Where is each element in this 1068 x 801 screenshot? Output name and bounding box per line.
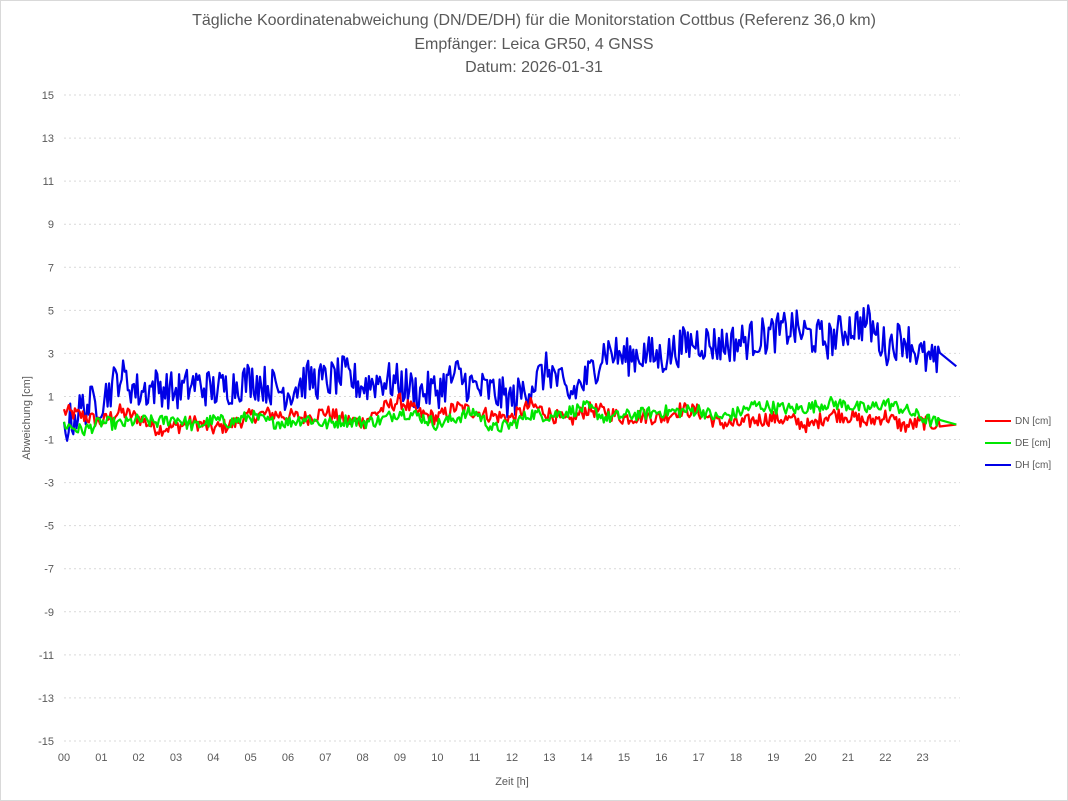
series-line-dn	[62, 392, 957, 437]
x-tick-label: 01	[95, 752, 107, 764]
y-tick-label: -1	[44, 435, 54, 447]
legend-swatch-dh	[985, 464, 1011, 466]
y-axis-ticks: 15 13 11 9 7 5 3 1 -1 -3 -5 -7 -9 -11 -13 -15	[38, 90, 54, 748]
series-lines	[62, 304, 957, 442]
x-tick-label: 00	[58, 752, 70, 764]
legend-swatch-de	[985, 442, 1011, 444]
x-tick-label: 14	[581, 752, 593, 764]
legend-label-de: DE [cm]	[1015, 437, 1051, 449]
y-tick-label: 7	[48, 262, 54, 274]
x-tick-label: 17	[693, 752, 705, 764]
y-tick-label: -7	[44, 564, 54, 576]
y-tick-label: -13	[38, 693, 54, 705]
series-line-de	[62, 396, 957, 437]
x-tick-label: 08	[357, 752, 369, 764]
y-tick-label: 9	[48, 219, 54, 231]
x-tick-label: 02	[133, 752, 145, 764]
chart-subtitle-date: Datum: 2026-01-31	[465, 59, 603, 76]
legend: DN [cm] DE [cm] DH [cm]	[985, 410, 1051, 476]
x-tick-label: 16	[655, 752, 667, 764]
x-tick-label: 21	[842, 752, 854, 764]
y-tick-label: 3	[48, 348, 54, 360]
x-tick-label: 22	[879, 752, 891, 764]
gridlines	[64, 94, 960, 742]
x-tick-label: 04	[207, 752, 219, 764]
legend-label-dh: DH [cm]	[1015, 459, 1052, 471]
x-tick-label: 19	[767, 752, 779, 764]
legend-item-dh: DH [cm]	[985, 454, 1051, 476]
x-tick-label: 18	[730, 752, 742, 764]
chart-subtitle-receiver: Empfänger: Leica GR50, 4 GNSS	[414, 36, 654, 53]
x-tick-label: 07	[319, 752, 331, 764]
x-tick-label: 06	[282, 752, 294, 764]
legend-item-de: DE [cm]	[985, 432, 1051, 454]
x-tick-label: 20	[805, 752, 817, 764]
legend-swatch-dn	[985, 420, 1011, 422]
y-tick-label: 5	[48, 305, 54, 317]
y-tick-label: 1	[48, 391, 54, 403]
x-axis-label: Zeit [h]	[495, 776, 529, 788]
y-tick-label: 15	[42, 90, 54, 102]
x-tick-label: 03	[170, 752, 182, 764]
y-tick-label: 13	[42, 133, 54, 145]
x-tick-label: 13	[543, 752, 555, 764]
x-tick-label: 11	[469, 752, 480, 764]
y-tick-label: -11	[39, 650, 54, 662]
y-tick-label: 11	[43, 176, 54, 188]
y-axis-label: Abweichung [cm]	[21, 376, 33, 460]
x-tick-label: 15	[618, 752, 630, 764]
y-tick-label: -9	[44, 607, 54, 619]
x-tick-label: 12	[506, 752, 518, 764]
x-tick-label: 10	[431, 752, 443, 764]
y-tick-label: -5	[44, 521, 54, 533]
x-tick-label: 05	[245, 752, 257, 764]
series-line-dh	[62, 304, 957, 442]
x-tick-label: 23	[917, 752, 929, 764]
legend-item-dn: DN [cm]	[985, 410, 1051, 432]
legend-label-dn: DN [cm]	[1015, 415, 1052, 427]
chart-title: Tägliche Koordinatenabweichung (DN/DE/DH…	[192, 12, 876, 29]
y-tick-label: -15	[38, 736, 54, 748]
y-tick-label: -3	[44, 478, 54, 490]
x-tick-label: 09	[394, 752, 406, 764]
x-axis-ticks: 00 01 02 03 04 05 06 07 08 09 10 11 12 13 14 15 16 17 18 19…	[58, 752, 929, 764]
